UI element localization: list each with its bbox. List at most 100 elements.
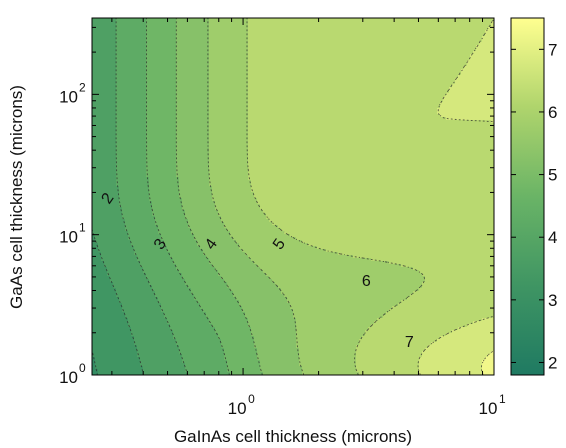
contour-cell — [476, 66, 480, 70]
contour-cell — [449, 48, 453, 52]
contour-cell — [467, 96, 471, 100]
contour-cell — [170, 57, 174, 61]
contour-cell — [320, 39, 324, 43]
contour-cell — [359, 81, 363, 85]
contour-cell — [158, 21, 162, 25]
contour-cell — [398, 69, 402, 73]
contour-cell — [476, 90, 480, 94]
contour-cell — [491, 18, 494, 22]
contour-cell — [308, 36, 312, 40]
contour-cell — [275, 42, 279, 46]
contour-cell — [242, 72, 246, 76]
contour-cell — [371, 69, 375, 73]
contour-cell — [395, 120, 399, 124]
contour-cell — [359, 96, 363, 100]
contour-cell — [251, 81, 255, 85]
contour-cell — [269, 75, 273, 79]
contour-cell — [416, 69, 420, 73]
contour-cell — [344, 57, 348, 61]
contour-cell — [473, 105, 477, 109]
contour-cell — [278, 102, 282, 106]
contour-cell — [257, 45, 261, 49]
contour-cell — [347, 126, 351, 130]
contour-cell — [299, 96, 303, 100]
contour-cell — [398, 99, 402, 103]
contour-cell — [254, 78, 258, 82]
contour-cell — [458, 102, 462, 106]
contour-cell — [347, 57, 351, 61]
contour-cell — [431, 54, 435, 58]
contour-cell — [134, 33, 138, 37]
contour-cell — [191, 30, 195, 34]
contour-cell — [221, 126, 225, 130]
contour-cell — [470, 45, 474, 49]
contour-cell — [323, 78, 327, 82]
contour-cell — [404, 42, 408, 46]
contour-cell — [176, 33, 180, 37]
contour-cell — [356, 120, 360, 124]
contour-cell — [95, 54, 99, 58]
contour-cell — [479, 111, 483, 115]
contour-cell — [440, 39, 444, 43]
contour-cell — [242, 24, 246, 28]
contour-cell — [431, 108, 435, 112]
contour-cell — [401, 120, 405, 124]
contour-cell — [92, 117, 96, 121]
contour-cell — [311, 21, 315, 25]
contour-cell — [230, 123, 234, 127]
contour-cell — [221, 21, 225, 25]
contour-cell — [443, 111, 447, 115]
contour-cell — [125, 129, 129, 133]
contour-cell — [269, 30, 273, 34]
contour-cell — [488, 111, 492, 115]
contour-cell — [143, 33, 147, 37]
contour-cell — [191, 117, 195, 121]
contour-cell — [473, 24, 477, 28]
contour-cell — [446, 45, 450, 49]
contour-cell — [368, 60, 372, 64]
contour-cell — [488, 87, 492, 91]
contour-cell — [170, 87, 174, 91]
contour-cell — [485, 39, 489, 43]
contour-cell — [413, 117, 417, 121]
contour-cell — [347, 108, 351, 112]
contour-cell — [431, 48, 435, 52]
contour-cell — [212, 84, 216, 88]
contour-cell — [350, 93, 354, 97]
contour-cell — [239, 66, 243, 70]
contour-cell — [383, 72, 387, 76]
contour-cell — [404, 66, 408, 70]
contour-cell — [224, 72, 228, 76]
contour-cell — [254, 48, 258, 52]
contour-cell — [218, 108, 222, 112]
contour-cell — [113, 90, 117, 94]
contour-cell — [197, 36, 201, 40]
contour-cell — [110, 114, 114, 118]
contour-cell — [308, 105, 312, 109]
contour-cell — [164, 39, 168, 43]
contour-cell — [434, 84, 438, 88]
contour-cell — [272, 30, 276, 34]
contour-cell — [296, 60, 300, 64]
contour-cell — [329, 24, 333, 28]
contour-cell — [95, 27, 99, 31]
contour-cell — [200, 63, 204, 67]
contour-cell — [248, 39, 252, 43]
contour-cell — [242, 54, 246, 58]
contour-cell — [230, 72, 234, 76]
contour-cell — [251, 60, 255, 64]
contour-cell — [482, 60, 486, 64]
contour-cell — [440, 60, 444, 64]
contour-cell — [416, 63, 420, 67]
contour-cell — [296, 114, 300, 118]
contour-cell — [266, 69, 270, 73]
contour-cell — [101, 114, 105, 118]
contour-cell — [455, 117, 459, 121]
contour-cell — [431, 78, 435, 82]
contour-cell — [281, 105, 285, 109]
contour-cell — [236, 33, 240, 37]
contour-cell — [284, 81, 288, 85]
contour-cell — [179, 96, 183, 100]
contour-cell — [257, 36, 261, 40]
contour-cell — [353, 114, 357, 118]
